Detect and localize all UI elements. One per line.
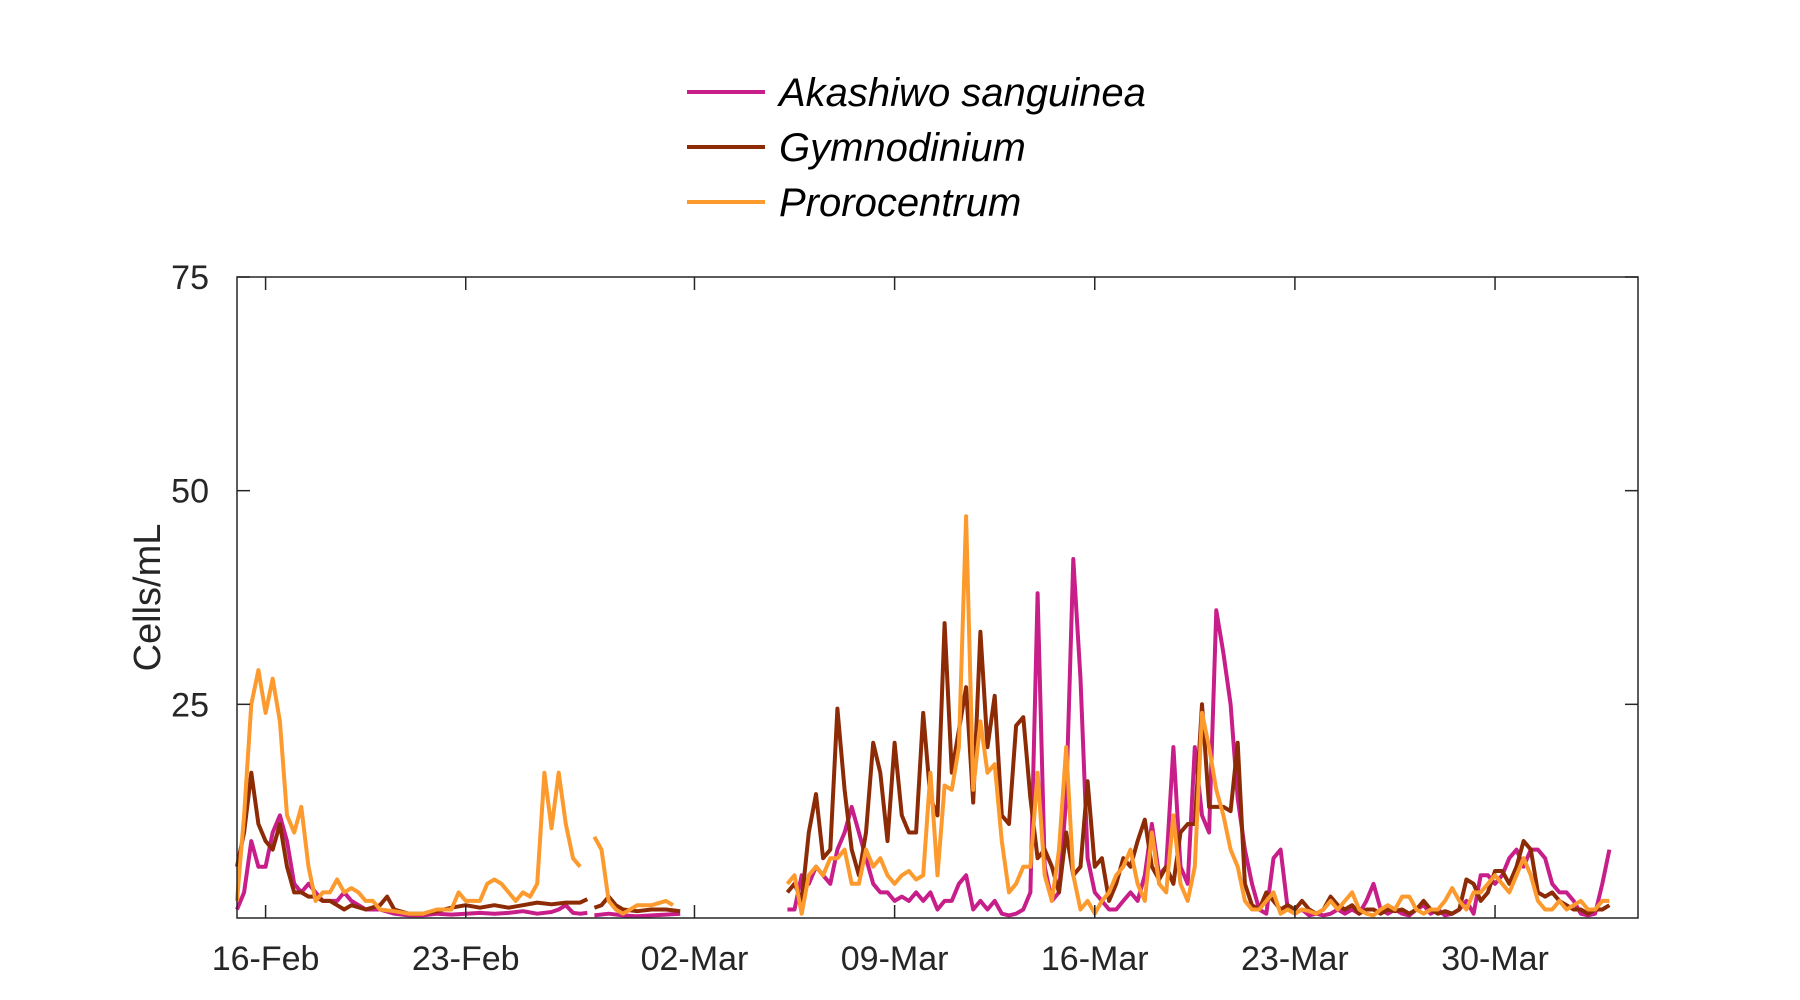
- series-3-line-segment-3: [785, 514, 1610, 918]
- legend-label: Prorocentrum: [779, 181, 1021, 225]
- legend-item-2: Gymnodinium: [687, 126, 1026, 170]
- series-3-line-segment-1: [235, 668, 582, 916]
- series-1-line-segment-1: [235, 813, 588, 918]
- legend-item-1: Akashiwo sanguinea: [687, 71, 1146, 115]
- x-tick-label: 02-Mar: [641, 940, 749, 978]
- x-tick-label: 09-Mar: [841, 940, 949, 978]
- series-3: [235, 514, 1610, 918]
- series-layer: [235, 514, 1612, 919]
- legend-item-3: Prorocentrum: [687, 181, 1021, 225]
- axes-layer: 16-Feb 23-Feb 02-Mar 09-Mar 16-Mar 23-Mar 30-M…: [171, 259, 1639, 978]
- legend-label: Gymnodinium: [779, 126, 1026, 170]
- plot-area: 16-Feb 23-Feb 02-Mar 09-Mar 16-Mar 23-Mar 30-M…: [171, 259, 1639, 978]
- series-3-line-segment-2: [592, 835, 675, 916]
- x-tick-label: 23-Feb: [412, 940, 520, 978]
- y-tick-label: 25: [171, 686, 209, 724]
- x-tick-label: 30-Mar: [1441, 940, 1549, 978]
- y-axis-label: Cells/mL: [127, 524, 169, 672]
- x-tick-label: 23-Mar: [1241, 940, 1349, 978]
- series-2-line-segment-2: [593, 894, 681, 914]
- series-2-line-segment-1: [235, 770, 589, 916]
- y-tick-label: 50: [171, 473, 209, 511]
- y-tick-label: 75: [171, 259, 209, 297]
- x-tick-label: 16-Feb: [212, 940, 320, 978]
- legend-label: Akashiwo sanguinea: [777, 71, 1146, 115]
- axes-box: [236, 276, 1639, 919]
- x-tick-label: 16-Mar: [1041, 940, 1149, 978]
- series-1-line-segment-2: [594, 911, 681, 919]
- legend: Akashiwo sanguinea Gymnodinium Prorocentru…: [687, 71, 1146, 225]
- plot-background: [237, 277, 1638, 918]
